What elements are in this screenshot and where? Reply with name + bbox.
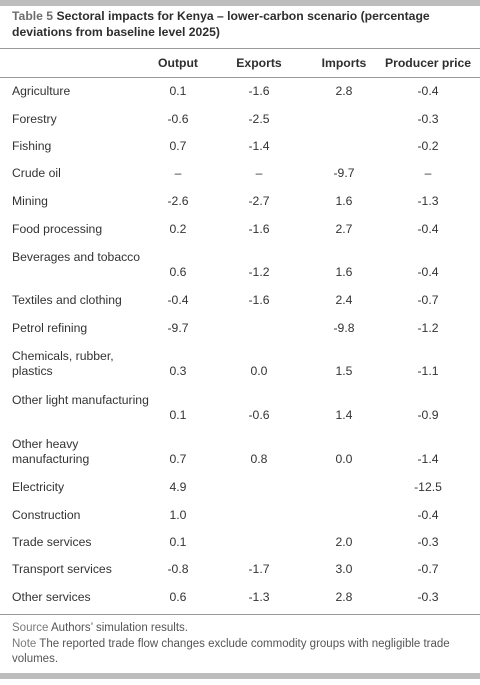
output-cell: 0.3 [169, 364, 187, 378]
sector-cell: Agriculture [12, 84, 71, 98]
producer-price-cell: -0.4 [417, 265, 439, 279]
exports-cell: -1.3 [248, 590, 270, 604]
source-label: Source [12, 622, 49, 634]
exports-cell: -1.2 [248, 265, 270, 279]
producer-price-cell: – [424, 166, 432, 180]
imports-cell: 2.7 [335, 222, 353, 236]
producer-price-cell: -0.3 [417, 112, 439, 126]
output-cell: 0.1 [169, 535, 187, 549]
col-header-producer-price: Producer price [384, 56, 472, 70]
output-cell: 0.2 [169, 222, 187, 236]
sector-cell: Other light manufacturing [12, 393, 149, 407]
output-cell: 0.6 [169, 265, 187, 279]
col-header-imports: Imports [321, 56, 367, 70]
output-cell: 0.7 [169, 452, 187, 466]
imports-cell: 1.5 [335, 364, 353, 378]
note-label: Note [12, 638, 37, 650]
producer-price-cell: -0.3 [417, 590, 439, 604]
output-cell: – [174, 166, 182, 180]
sector-cell: Transport services [12, 562, 112, 576]
col-header-exports: Exports [236, 56, 282, 70]
producer-price-cell: -1.3 [417, 194, 439, 208]
imports-cell: 3.0 [335, 562, 353, 576]
sector-cell: Beverages and tobacco [12, 250, 141, 264]
producer-price-cell: -12.5 [414, 480, 442, 494]
producer-price-cell: -0.7 [417, 562, 439, 576]
imports-cell: 1.6 [335, 265, 353, 279]
imports-cell: 2.8 [335, 84, 353, 98]
exports-cell: -1.6 [248, 222, 270, 236]
producer-price-cell: -0.3 [417, 535, 439, 549]
exports-cell: 0.0 [250, 364, 268, 378]
table-title: Table 5 Sectoral impacts for Kenya – low… [12, 8, 470, 40]
sector-cell: Food processing [12, 222, 103, 236]
top-bar [0, 0, 480, 6]
output-cell: 0.6 [169, 590, 187, 604]
imports-cell: 2.0 [335, 535, 353, 549]
col-header-output: Output [158, 56, 198, 70]
table-label: Table 5 [12, 9, 54, 23]
exports-cell: -1.7 [248, 562, 270, 576]
output-cell: 4.9 [169, 480, 187, 494]
output-cell: -0.4 [167, 293, 189, 307]
output-cell: 0.1 [169, 84, 187, 98]
sector-cell: Electricity [12, 480, 65, 494]
imports-cell: 2.8 [335, 590, 353, 604]
note-text: The reported trade flow changes exclude … [12, 638, 450, 665]
producer-price-cell: -0.4 [417, 508, 439, 522]
sector-cell: Fishing [12, 139, 52, 153]
exports-cell: 0.8 [250, 452, 268, 466]
output-cell: -2.6 [167, 194, 189, 208]
sector-cell: Crude oil [12, 166, 61, 180]
sector-cell: Trade services [12, 535, 92, 549]
producer-price-cell: -0.2 [417, 139, 439, 153]
exports-cell: -0.6 [248, 408, 270, 422]
output-cell: -0.8 [167, 562, 189, 576]
table-bottom-rule [0, 614, 480, 615]
producer-price-cell: -1.4 [417, 452, 439, 466]
exports-cell: – [255, 166, 263, 180]
bottom-bar [0, 673, 480, 679]
imports-cell: 1.6 [335, 194, 353, 208]
producer-price-cell: -0.4 [417, 222, 439, 236]
sector-cell: Other heavy manufacturing [12, 437, 90, 466]
exports-cell: -1.6 [248, 84, 270, 98]
producer-price-cell: -0.9 [417, 408, 439, 422]
producer-price-cell: -0.4 [417, 84, 439, 98]
header-top-rule [0, 48, 480, 49]
sector-cell: Petrol refining [12, 321, 88, 335]
sector-cell: Chemicals, rubber, plastics [12, 349, 114, 378]
output-cell: 0.1 [169, 408, 187, 422]
exports-cell: -1.6 [248, 293, 270, 307]
output-cell: -9.7 [167, 321, 189, 335]
imports-cell: 0.0 [335, 452, 353, 466]
source-note: Source Authors’ simulation results. [12, 621, 470, 636]
exports-cell: -2.5 [248, 112, 270, 126]
output-cell: 0.7 [169, 139, 187, 153]
output-cell: 1.0 [169, 508, 187, 522]
imports-cell: -9.8 [333, 321, 355, 335]
source-text: Authors’ simulation results. [51, 622, 188, 634]
sector-cell: Textiles and clothing [12, 293, 122, 307]
imports-cell: 1.4 [335, 408, 353, 422]
output-cell: -0.6 [167, 112, 189, 126]
imports-cell: 2.4 [335, 293, 353, 307]
exports-cell: -1.4 [248, 139, 270, 153]
sector-cell: Forestry [12, 112, 57, 126]
producer-price-cell: -0.7 [417, 293, 439, 307]
producer-price-cell: -1.1 [417, 364, 439, 378]
sector-cell: Mining [12, 194, 48, 208]
exports-cell: -2.7 [248, 194, 270, 208]
table-title-text: Sectoral impacts for Kenya – lower-carbo… [12, 9, 430, 39]
imports-cell: -9.7 [333, 166, 355, 180]
producer-price-cell: -1.2 [417, 321, 439, 335]
sector-cell: Construction [12, 508, 81, 522]
header-bottom-rule [0, 77, 480, 78]
sector-cell: Other services [12, 590, 91, 604]
table-note: Note The reported trade flow changes exc… [12, 637, 470, 667]
